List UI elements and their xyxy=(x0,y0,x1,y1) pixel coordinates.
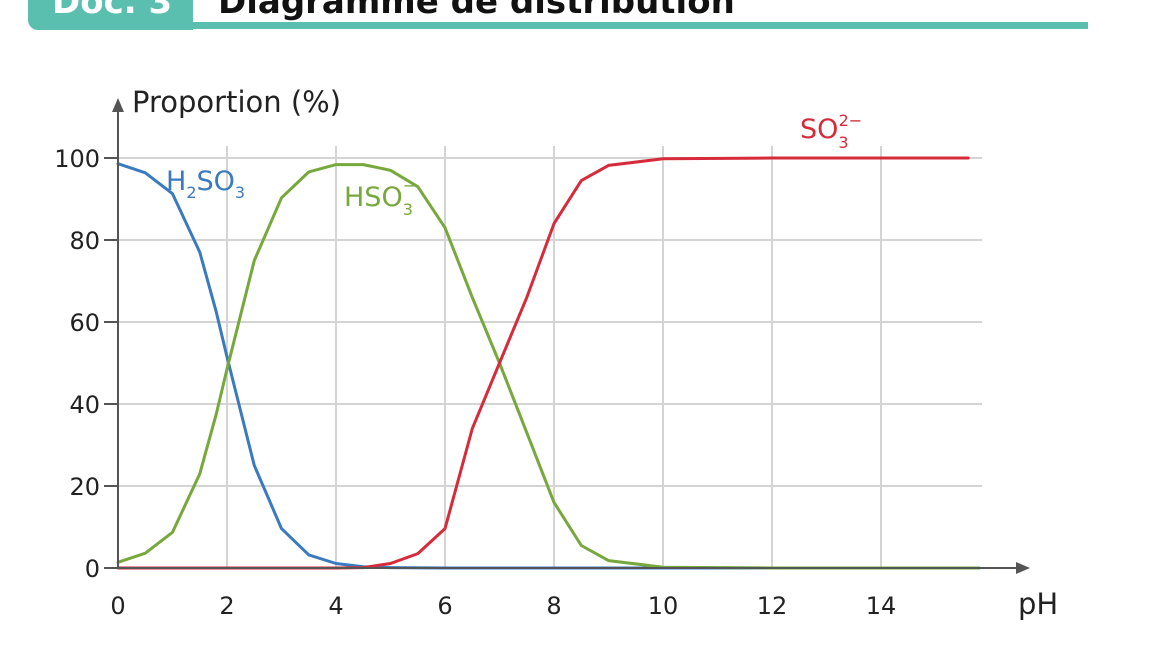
series-line-0 xyxy=(116,162,981,570)
x-tick-label: 2 xyxy=(219,592,234,620)
series-label-h2so3: H2SO3 xyxy=(166,166,245,202)
y-tick-label: 0 xyxy=(85,555,100,583)
grid xyxy=(118,146,982,568)
series-line-1 xyxy=(116,163,981,570)
x-tick-label: 12 xyxy=(757,592,788,620)
series-label-hso3: HSO3− xyxy=(344,176,416,219)
doc-header: Doc. 3 Diagramme de distribution xyxy=(0,0,1152,34)
y-axis-title: Proportion (%) xyxy=(132,85,341,119)
x-tick-label: 8 xyxy=(546,592,561,620)
y-tick-label: 60 xyxy=(69,309,100,337)
y-tick-label: 20 xyxy=(69,473,100,501)
header-rule xyxy=(193,22,1088,29)
y-axis-arrow xyxy=(112,98,124,112)
y-tick-label: 100 xyxy=(54,145,100,173)
doc-tab xyxy=(28,0,193,30)
x-tick-label: 10 xyxy=(648,592,679,620)
series-lines xyxy=(116,156,981,570)
axes: Proportion (%) pH xyxy=(112,85,1058,621)
doc-number: Doc. 3 xyxy=(52,0,173,22)
x-tick-label: 0 xyxy=(110,592,125,620)
x-axis-arrow xyxy=(1016,562,1030,574)
x-tick-label: 14 xyxy=(866,592,897,620)
y-tick-label: 80 xyxy=(69,227,100,255)
x-tick-label: 6 xyxy=(437,592,452,620)
y-tick-label: 40 xyxy=(69,391,100,419)
tick-labels: 0 2 4 6 8 10 12 14 0 20 40 60 80 100 xyxy=(54,145,896,620)
series-label-so3: SO32− xyxy=(800,111,862,152)
x-axis-title: pH xyxy=(1018,587,1058,621)
series-line-2 xyxy=(116,156,970,570)
x-tick-label: 4 xyxy=(328,592,343,620)
doc-title: Diagramme de distribution xyxy=(218,0,735,22)
